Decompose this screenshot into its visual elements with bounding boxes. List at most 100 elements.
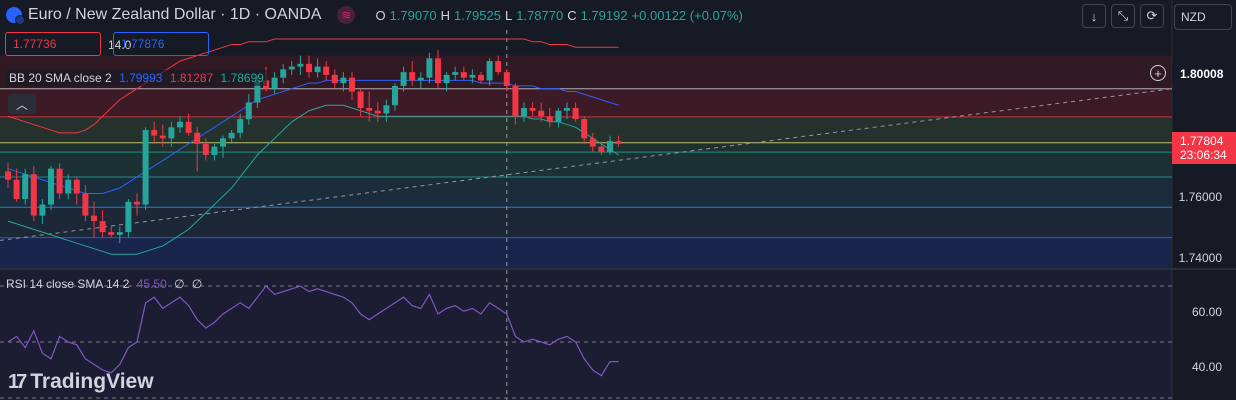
candle-body-11 bbox=[99, 221, 106, 233]
candle-body-16 bbox=[142, 130, 149, 205]
market-status-icon[interactable]: ≋ bbox=[337, 6, 356, 24]
close-label: C bbox=[567, 7, 577, 23]
candle-body-57 bbox=[495, 61, 502, 73]
candle-body-61 bbox=[529, 108, 536, 111]
candle-body-54 bbox=[469, 74, 476, 78]
candle-body-52 bbox=[452, 72, 459, 75]
rsi-extra-value: ∅ bbox=[191, 277, 203, 291]
zone-band-4 bbox=[0, 152, 1172, 177]
candle-body-14 bbox=[125, 201, 132, 233]
high-value: 1.79525 bbox=[453, 7, 501, 23]
candle-body-20 bbox=[177, 121, 183, 128]
candle-body-63 bbox=[546, 116, 553, 122]
candle-body-28 bbox=[245, 102, 252, 120]
price-label-low: 1.74000 bbox=[1178, 251, 1222, 265]
candle-body-4 bbox=[39, 204, 46, 216]
symbol-title[interactable]: Euro / New Zealand Dollar · 1D · OANDA bbox=[28, 6, 322, 23]
currency-flag-icon bbox=[6, 7, 25, 25]
candle-body-62 bbox=[538, 110, 545, 117]
low-label: L bbox=[504, 7, 513, 23]
candle-body-51 bbox=[443, 74, 450, 84]
chevron-up-icon: ︿ bbox=[15, 97, 28, 112]
current-price: 1.77804 bbox=[1180, 134, 1224, 148]
bb-upper-value: 1.81287 bbox=[169, 71, 214, 85]
candle-body-17 bbox=[151, 130, 158, 136]
currency-select[interactable]: NZD bbox=[1174, 4, 1232, 30]
candle-body-29 bbox=[254, 80, 261, 103]
add-alert-icon[interactable]: + bbox=[1150, 65, 1166, 81]
candle-body-64 bbox=[555, 110, 562, 122]
candle-body-2 bbox=[22, 174, 29, 200]
zone-band-7 bbox=[0, 237, 1172, 268]
candle-body-34 bbox=[297, 63, 304, 67]
candle-body-59 bbox=[512, 85, 519, 117]
candle-body-6 bbox=[56, 168, 63, 194]
candle-body-26 bbox=[228, 132, 235, 139]
rsi-line bbox=[7, 285, 619, 377]
candle-body-13 bbox=[116, 232, 123, 235]
candle-body-42 bbox=[366, 108, 373, 111]
zone-band-1 bbox=[0, 88, 1172, 117]
rsi-value: 45.50 bbox=[136, 277, 167, 291]
rsi-label: RSI 14 close SMA 14 2 bbox=[6, 277, 130, 291]
candle-body-53 bbox=[460, 72, 467, 78]
candle-body-46 bbox=[400, 72, 407, 86]
collapse-legend-button[interactable]: ︿ bbox=[8, 94, 36, 114]
candle-body-32 bbox=[280, 69, 287, 78]
candle-body-27 bbox=[237, 119, 244, 133]
open-label: O bbox=[375, 7, 386, 23]
candle-body-31 bbox=[271, 77, 278, 89]
symbol-header[interactable]: Euro / New Zealand Dollar · 1D · OANDA ≋… bbox=[6, 6, 743, 25]
candle-body-7 bbox=[65, 179, 72, 194]
close-value: 1.79192 bbox=[580, 7, 628, 23]
candle-body-47 bbox=[409, 72, 416, 81]
bb-legend[interactable]: BB 20 SMA close 2 1.79993 1.81287 1.7869… bbox=[6, 70, 267, 86]
countdown: 23:06:34 bbox=[1180, 148, 1227, 162]
bb-lower-value: 1.78699 bbox=[220, 71, 264, 85]
currency-label: NZD bbox=[1181, 10, 1206, 24]
zone-band-6 bbox=[0, 207, 1172, 238]
candle-body-9 bbox=[82, 193, 89, 216]
candle-body-56 bbox=[486, 61, 493, 81]
candle-body-66 bbox=[572, 108, 579, 120]
candle-body-12 bbox=[108, 232, 115, 235]
tradingview-logo[interactable]: 17 TradingView bbox=[8, 370, 154, 394]
rsi-axis-40: 40.00 bbox=[1191, 360, 1222, 374]
rsi-legend[interactable]: RSI 14 close SMA 14 2 45.50 ∅ ∅ bbox=[6, 277, 202, 291]
candle-body-39 bbox=[340, 77, 347, 84]
candle-body-40 bbox=[349, 77, 355, 92]
candle-body-69 bbox=[598, 146, 605, 153]
candle-body-65 bbox=[564, 108, 570, 111]
candle-body-45 bbox=[392, 85, 398, 106]
refresh-icon[interactable]: ⟳ bbox=[1140, 4, 1164, 28]
trend-line bbox=[0, 88, 1173, 241]
candle-body-71 bbox=[615, 141, 622, 144]
candle-body-1 bbox=[13, 179, 20, 200]
sell-button[interactable]: 1.77736 bbox=[5, 32, 101, 56]
tradingview-mark-icon: 17 bbox=[8, 370, 27, 393]
candle-body-37 bbox=[323, 66, 330, 75]
candle-body-23 bbox=[202, 143, 209, 155]
rsi-pane-bg bbox=[0, 270, 1172, 400]
download-icon[interactable]: ↓ bbox=[1082, 4, 1106, 28]
candle-body-68 bbox=[589, 138, 596, 147]
low-value: 1.78770 bbox=[516, 7, 564, 23]
change-value: +0.00122 (+0.07%) bbox=[631, 7, 743, 23]
candle-body-60 bbox=[521, 108, 527, 117]
open-value: 1.79070 bbox=[389, 7, 437, 23]
fullscreen-icon[interactable]: ⤡ bbox=[1111, 4, 1135, 28]
candle-body-8 bbox=[73, 179, 80, 194]
bb-basis-value: 1.79993 bbox=[119, 71, 163, 85]
candle-body-19 bbox=[168, 127, 175, 139]
rsi-axis-60: 60.00 bbox=[1191, 305, 1222, 319]
candle-body-36 bbox=[314, 66, 321, 73]
candle-body-49 bbox=[426, 58, 433, 78]
rsi-ma-value: ∅ bbox=[174, 277, 185, 291]
bb-label: BB 20 SMA close 2 bbox=[9, 71, 112, 85]
zone-band-5 bbox=[0, 176, 1172, 208]
candle-body-43 bbox=[374, 110, 381, 114]
candle-body-55 bbox=[478, 74, 484, 81]
buy-button[interactable]: 1.77876 bbox=[113, 32, 209, 56]
candle-body-21 bbox=[185, 121, 192, 133]
